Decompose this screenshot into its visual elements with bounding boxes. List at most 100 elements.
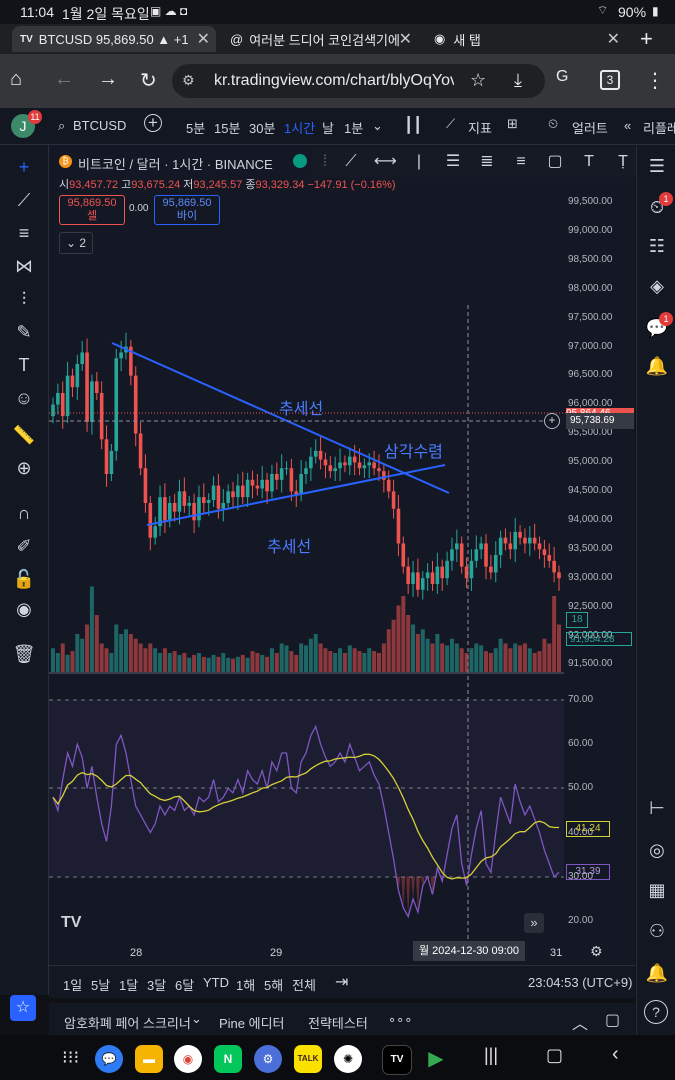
zoom-in-icon[interactable]: ⊕ [16,458,32,478]
drag-handle-icon[interactable]: ⁞ [322,153,328,170]
tab-btcusd[interactable]: TV BTCUSD 95,869.50 ▲ +1 ✕ [12,26,216,52]
layers-icon[interactable]: ◈ [650,276,664,296]
tab-count[interactable]: 3 [600,70,620,90]
tf-1h[interactable]: 1시간 [284,121,316,136]
bell-icon[interactable]: 🔔 [645,963,669,983]
annotation-trendline-top[interactable]: 추세선 [279,401,324,418]
compare-add-icon[interactable]: + [144,114,162,132]
community-icon[interactable]: ⚇ [648,921,666,941]
forward-icon[interactable]: → [98,68,118,90]
screener-dropdown-icon[interactable]: ⌄ [191,1011,202,1026]
tab-strategy-tester[interactable]: 전략테스터 [308,1016,368,1031]
back-icon[interactable]: ← [54,68,74,90]
annotation-trendline-bottom[interactable]: 추세선 [267,539,312,556]
recents-nav-icon[interactable]: ||| [484,1045,499,1065]
rectangle-tool-icon[interactable]: ▢ [547,153,563,170]
anchored-text-icon[interactable]: Ṭ [618,153,628,170]
calendar-icon[interactable]: ▦ [648,880,666,900]
tab-crypto-screener[interactable]: 암호화폐 페어 스크리너 [64,1016,191,1031]
indicators-icon[interactable]: ⟋ [446,116,456,131]
add-price-alert-icon[interactable]: + [544,413,560,429]
alert-label[interactable]: 얼러트 [572,121,608,136]
trendline-tool-icon[interactable]: ⟋ [345,153,357,170]
pattern-icon[interactable]: ⋈ [15,256,33,276]
play-store-app-icon[interactable]: ▶ [428,1048,444,1070]
text-tool-icon[interactable]: T [584,153,594,170]
expand-panel-icon[interactable]: ︿ [572,1016,589,1033]
chatgpt-app-icon[interactable]: ✺ [334,1045,362,1073]
trendline-icon[interactable]: ⟋ [17,190,31,210]
bookmark-star-icon[interactable]: ☆ [470,70,487,90]
symbol-search-icon[interactable]: ⌕ [58,118,66,133]
text-tool-icon[interactable]: T [18,355,30,375]
app-drawer-icon[interactable]: ⁝⁝⁝ [62,1047,80,1067]
replay-label[interactable]: 리플레 [643,121,675,136]
goto-date-icon[interactable]: ⇥ [335,974,349,991]
prediction-icon[interactable]: ⫶ [21,289,27,309]
chart-canvas[interactable]: TV [49,145,635,965]
tf-dropdown-icon[interactable]: ⌄ [372,118,383,133]
chart-area[interactable]: TV ₿ 비트코인 / 달러 · 1시간 · BINANCE 시93,457.7… [49,145,635,965]
range-6m[interactable]: 6달 [175,978,195,993]
home-nav-icon[interactable]: ▢ [546,1045,564,1065]
notification-bell-icon[interactable]: 🔔 [645,356,669,376]
close-tab-icon[interactable]: ✕ [606,31,620,48]
close-tab-icon[interactable]: ✕ [398,31,412,48]
messages-app-icon[interactable]: 💬 [95,1045,123,1073]
settings-app-icon[interactable]: ⚙ [254,1045,282,1073]
range-1d[interactable]: 1일 [63,978,83,993]
reload-icon[interactable]: ↻ [140,70,157,92]
collapse-legend-button[interactable]: ⌄ 2 [59,232,93,254]
range-ytd[interactable]: YTD [203,975,229,990]
range-3m[interactable]: 3달 [147,978,167,993]
tab-coin-search[interactable]: @ 여러분 드디어 코인검색기에 ✕ [222,26,418,52]
files-app-icon[interactable]: ▬ [135,1045,163,1073]
magnet-icon[interactable]: ∩ [17,503,31,523]
indicators-label[interactable]: 지표 [468,121,492,136]
trendline-upper[interactable] [111,342,450,494]
replay-icon[interactable]: « [624,118,632,133]
market-status-icon[interactable] [293,154,307,168]
fib-retracement-icon[interactable]: ≣ [480,153,494,170]
tab-new[interactable]: ◉ 새 탭 ✕ [426,26,626,52]
menu-icon[interactable]: ⋮ [645,70,665,92]
fib-icon[interactable]: ≡ [18,223,30,243]
back-nav-icon[interactable]: ‹ [612,1043,619,1065]
kakaotalk-app-icon[interactable]: TALK [294,1045,322,1073]
vertical-line-icon[interactable]: | [416,153,422,170]
symbol-name[interactable]: BTCUSD [73,118,127,133]
sell-button[interactable]: 95,869.50 셀 [59,195,125,225]
clock-timezone[interactable]: 23:04:53 (UTC+9) [528,975,633,990]
alert-clock-icon[interactable]: ⏲ [548,116,559,131]
layout-grid-icon[interactable]: ⊞ [507,116,518,131]
tradingview-app-icon[interactable]: TV [382,1045,412,1075]
omnibox[interactable]: ⚙ kr.tradingview.com/chart/blyOqYov ☆ ⤓ [172,64,545,98]
eye-icon[interactable]: ◉ [16,599,32,619]
tf-30m[interactable]: 30분 [249,121,276,136]
range-5d[interactable]: 5날 [91,978,111,993]
range-1y[interactable]: 1해 [236,978,256,993]
buy-button[interactable]: 95,869.50 바이 [154,195,220,225]
new-tab-icon[interactable]: + [640,26,653,51]
range-1m[interactable]: 1달 [119,978,139,993]
tf-day[interactable]: 날 [322,121,334,136]
tf-15m[interactable]: 15분 [214,121,241,136]
lock-icon[interactable]: 🔓 [12,569,36,589]
watchlist-icon[interactable]: ☰ [648,156,666,176]
tf-5m[interactable]: 5분 [186,121,206,136]
object-tree-icon[interactable]: ☷ [648,236,666,256]
fib-extension-icon[interactable]: ≡ [516,153,526,170]
tab-pine-editor[interactable]: Pine 에디터 [219,1016,285,1031]
close-tab-icon[interactable]: ✕ [196,31,210,48]
download-icon[interactable]: ⤓ [514,70,522,90]
home-icon[interactable]: ⌂ [10,68,23,90]
annotation-triangle[interactable]: 삼각수렴 [384,444,443,461]
chrome-app-icon[interactable]: ◉ [174,1045,202,1073]
translate-icon[interactable]: G [556,68,569,85]
target-icon[interactable]: ◎ [649,840,665,860]
parallel-channel-icon[interactable]: ☰ [445,153,461,170]
stay-drawing-icon[interactable]: ✐ [16,536,32,556]
favorites-star-icon[interactable]: ☆ [10,995,36,1021]
url-text[interactable]: kr.tradingview.com/chart/blyOqYov [214,72,454,89]
help-icon[interactable]: ? [644,1000,668,1024]
